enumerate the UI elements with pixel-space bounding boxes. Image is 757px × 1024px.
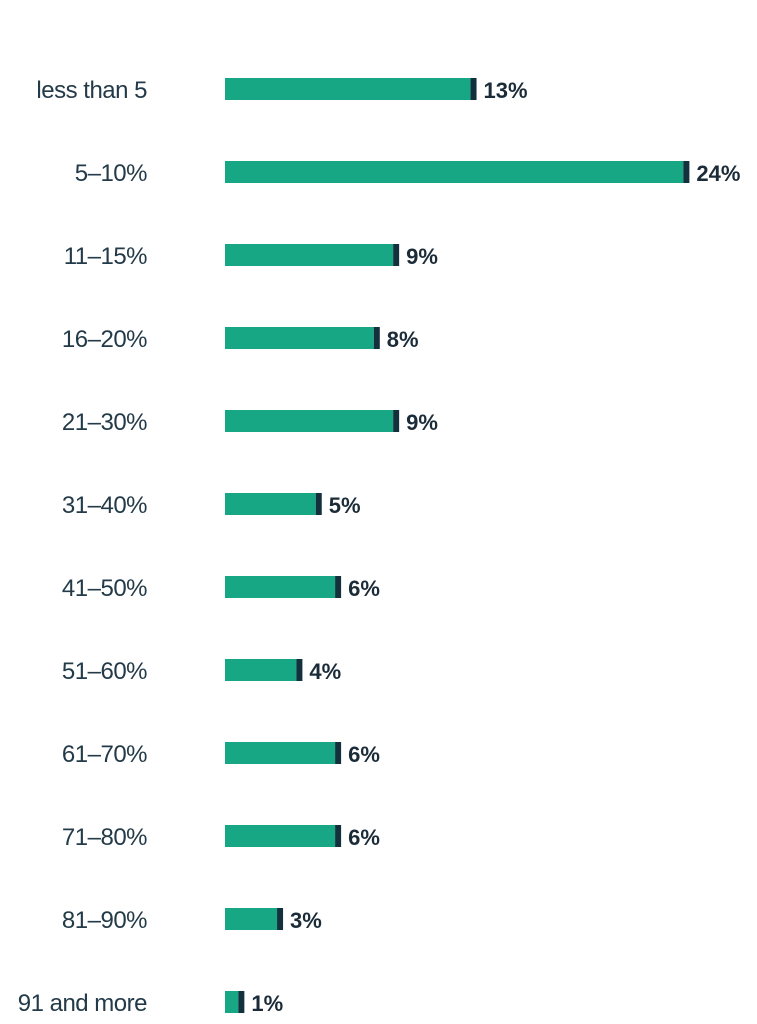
bar [225, 78, 471, 100]
category-label: 91 and more [18, 990, 147, 1017]
bar-end-cap [277, 908, 284, 930]
bar [225, 576, 336, 598]
bar-end-cap [683, 161, 690, 183]
category-label: 5–10% [75, 160, 147, 187]
value-label: 6% [348, 825, 380, 850]
category-label: 31–40% [62, 492, 147, 519]
category-label: 16–20% [62, 326, 147, 353]
bar-end-cap [393, 410, 400, 432]
category-label: less than 5 [36, 77, 147, 104]
bar [225, 991, 239, 1013]
bar-end-cap [373, 327, 380, 349]
bar [225, 410, 394, 432]
value-label: 13% [484, 78, 528, 103]
category-label: 21–30% [62, 409, 147, 436]
value-label: 9% [406, 410, 438, 435]
bar [225, 825, 336, 847]
bar-end-cap [238, 991, 245, 1013]
bar-end-cap [470, 78, 477, 100]
bar-end-cap [335, 825, 342, 847]
bar [225, 742, 336, 764]
value-label: 1% [251, 991, 283, 1016]
bar [225, 161, 684, 183]
bar [225, 493, 316, 515]
category-label: 51–60% [62, 658, 147, 685]
value-label: 6% [348, 742, 380, 767]
value-label: 9% [406, 244, 438, 269]
category-label: 41–50% [62, 575, 147, 602]
bar-end-cap [393, 244, 400, 266]
value-label: 4% [309, 659, 341, 684]
bar [225, 659, 297, 681]
category-label: 61–70% [62, 741, 147, 768]
value-label: 6% [348, 576, 380, 601]
value-label: 5% [329, 493, 361, 518]
bar-end-cap [296, 659, 303, 681]
value-label: 8% [387, 327, 419, 352]
bar-end-cap [335, 742, 342, 764]
category-label: 11–15% [64, 243, 147, 270]
category-label: 81–90% [62, 907, 147, 934]
bar [225, 244, 394, 266]
value-label: 3% [290, 908, 322, 933]
value-label: 24% [696, 161, 740, 186]
category-label: 71–80% [62, 824, 147, 851]
bar-end-cap [335, 576, 342, 598]
bar [225, 327, 374, 349]
bar [225, 908, 278, 930]
bars-group: less than 5 13% 5–10% 24% 11–15% 9% 16–20% 8% 21… [18, 77, 741, 1017]
bar-end-cap [315, 493, 322, 515]
